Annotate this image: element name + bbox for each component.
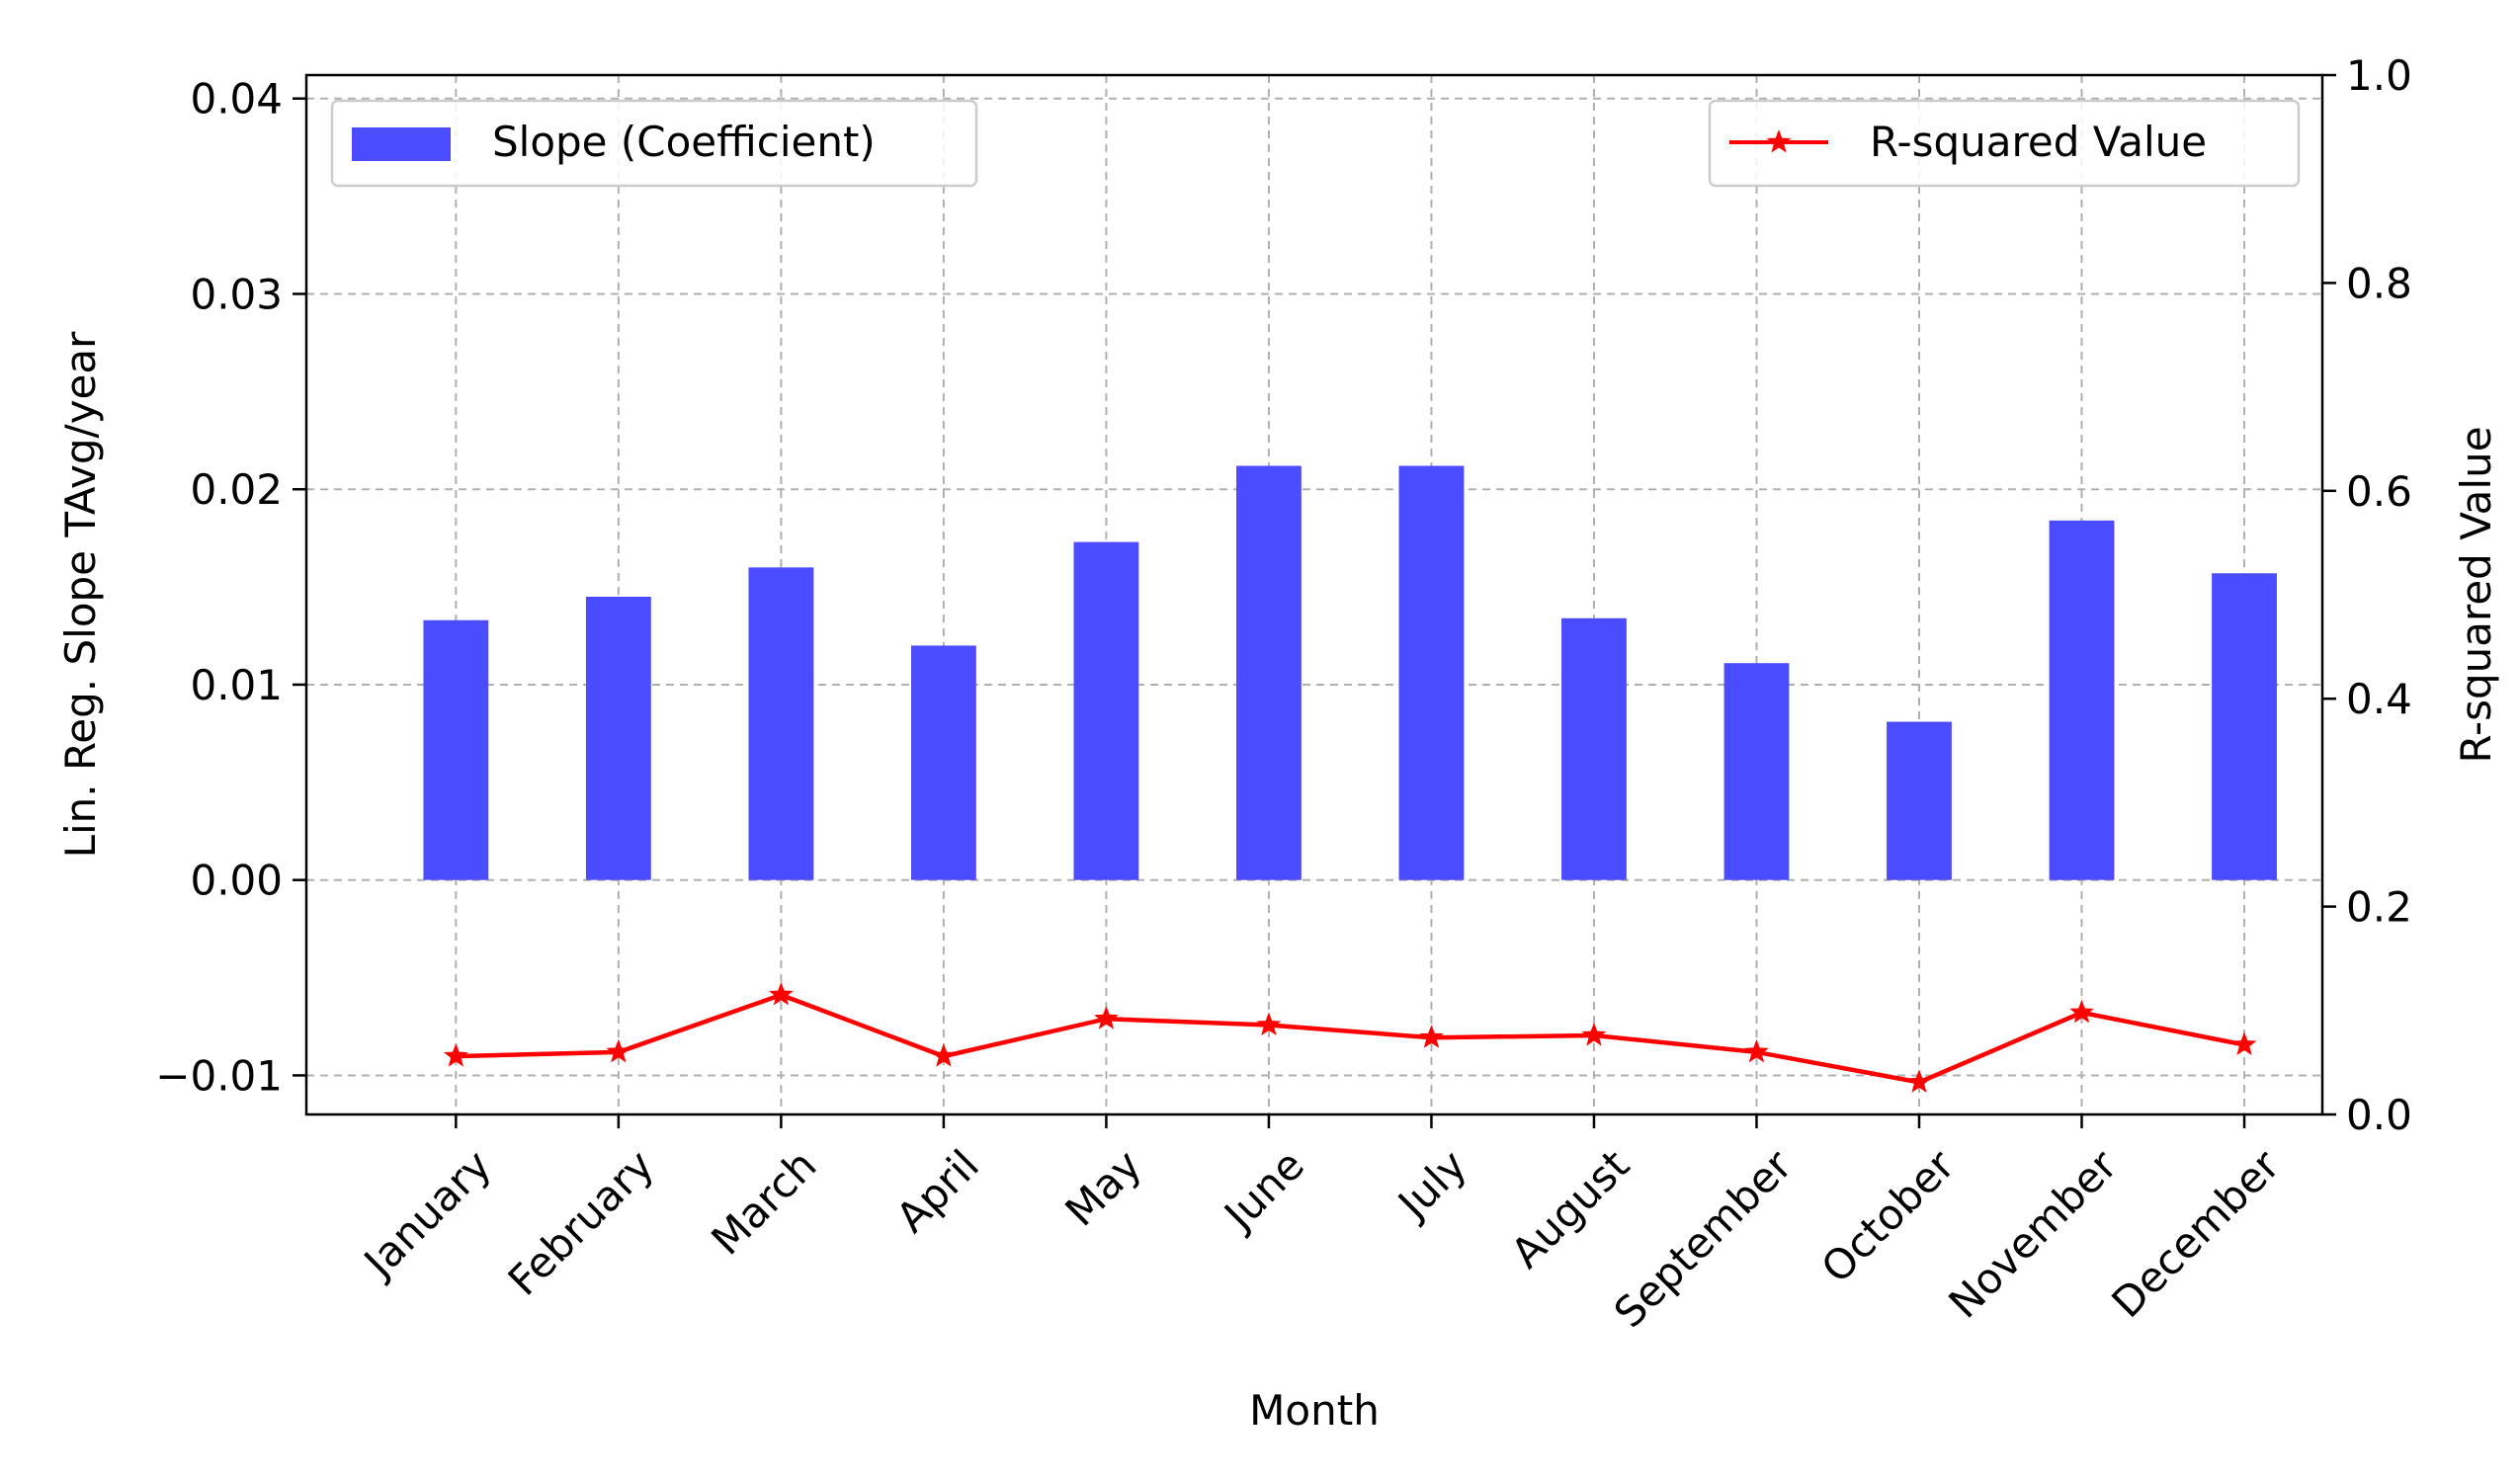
x-tick-label: February [499,1140,663,1304]
x-tick-label: October [1812,1140,1965,1292]
bar-slope [423,619,489,880]
bar-slope [1561,618,1627,880]
legend-slope-label: Slope (Coefficient) [492,118,876,166]
bars-layer [423,465,2277,880]
y-axis-title: Lin. Reg. Slope TAvg/year [56,331,105,859]
legend-rsquared: R-squared Value [1708,99,2301,188]
y2-tick-label: 0.4 [2346,675,2412,723]
point-rsquared [2069,999,2094,1024]
bar-slope [2049,520,2115,880]
x-tick-label: April [886,1140,988,1242]
point-rsquared [1906,1069,1932,1093]
bar-slope [1723,663,1790,880]
line-rsquared [456,992,2245,1085]
bar-slope [1073,541,1139,880]
x-tick-label: January [353,1140,500,1287]
x-tick-label: September [1605,1140,1802,1337]
left-axis: −0.01 0.00 0.01 0.02 0.03 0.04 [155,75,306,1100]
legend-slope: Slope (Coefficient) [330,99,978,188]
bar-slope [911,645,976,880]
y-tick-label: 0.04 [190,75,283,124]
x-tick-label: November [1939,1140,2127,1328]
point-rsquared [931,1043,957,1067]
bar-slope [2212,573,2277,880]
bar-slope [1887,721,1952,880]
y2-tick-label: 0.0 [2346,1091,2412,1139]
y-tick-label: −0.01 [155,1051,283,1100]
legend-slope-frame [330,99,978,188]
legend-slope-swatch [352,127,451,161]
y2-tick-label: 0.8 [2346,259,2412,307]
bar-slope [1236,465,1302,880]
point-rsquared [2231,1031,2257,1055]
y2-tick-label: 1.0 [2346,51,2412,100]
y2-tick-label: 0.6 [2346,467,2412,516]
x-tick-label: May [1055,1140,1150,1235]
y-tick-label: 0.03 [190,270,283,318]
point-rsquared [606,1038,631,1063]
x-tick-label: December [2102,1140,2289,1327]
point-rsquared [1094,1006,1119,1029]
point-rsquared [1744,1038,1769,1063]
y-tick-label: 0.01 [190,661,283,709]
right-axis: 0.0 0.2 0.4 0.6 0.8 1.0 [2322,51,2412,1139]
point-rsquared [1581,1023,1607,1046]
y2-tick-label: 0.2 [2346,883,2412,932]
point-rsquared [1256,1012,1282,1035]
y-tick-label: 0.02 [190,465,283,514]
plot-frame [304,73,2324,1116]
y2-axis-title: R-squared Value [2452,426,2500,763]
point-rsquared [1419,1025,1444,1048]
line-layer [444,982,2257,1093]
bar-slope [748,567,814,880]
bar-slope [585,596,651,880]
point-rsquared [769,982,794,1006]
x-tick-label: June [1214,1140,1313,1240]
bar-slope [1398,465,1465,880]
y-tick-label: 0.00 [190,857,283,905]
legend-rsquared-star-icon [1766,129,1792,153]
x-tick-label: August [1501,1140,1638,1277]
legend-rsquared-label: R-squared Value [1870,118,2207,166]
point-rsquared [444,1043,468,1067]
x-axis-title: Month [1249,1386,1380,1435]
x-tick-label: March [702,1140,825,1264]
x-tick-label: July [1386,1140,1475,1229]
grid-layer [306,75,2322,1114]
legend-rsquared-frame [1708,99,2301,188]
